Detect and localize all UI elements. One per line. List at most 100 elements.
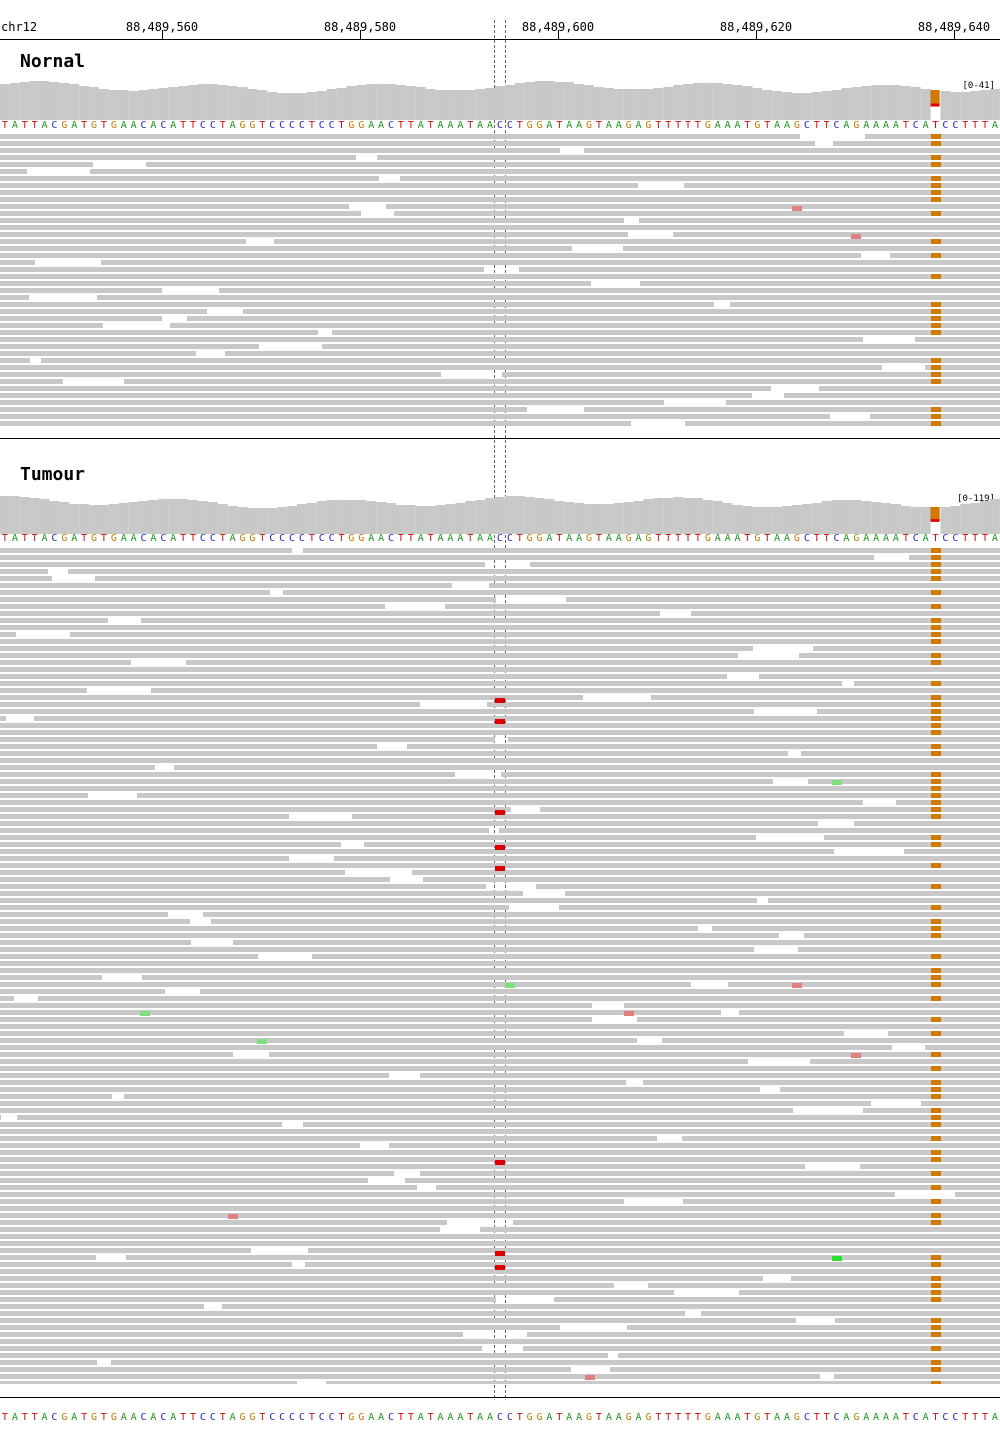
coverage-bar xyxy=(950,506,961,534)
read xyxy=(0,372,441,377)
read xyxy=(501,772,1000,777)
read xyxy=(0,295,29,300)
mismatch-G xyxy=(931,1080,941,1085)
read xyxy=(527,1332,1000,1337)
coverage-bar xyxy=(683,498,693,534)
read xyxy=(151,688,1000,693)
read xyxy=(0,828,489,833)
mismatch-G xyxy=(931,954,941,959)
coverage-bar xyxy=(623,89,634,120)
coverage-bar xyxy=(396,505,406,534)
coverage-bar xyxy=(376,84,387,120)
read xyxy=(499,828,1000,833)
read xyxy=(728,982,1000,987)
coverage-bar xyxy=(455,90,466,120)
mismatch-T xyxy=(495,1160,505,1165)
read xyxy=(0,1248,251,1253)
read xyxy=(0,211,361,216)
read xyxy=(0,1241,1000,1246)
read xyxy=(0,695,583,700)
read xyxy=(804,933,1000,938)
read xyxy=(322,344,1000,349)
coverage-bar xyxy=(79,504,90,534)
mismatch-G xyxy=(931,141,941,146)
read xyxy=(791,1276,1000,1281)
read xyxy=(925,365,1000,370)
read xyxy=(0,947,754,952)
read xyxy=(618,1353,1000,1358)
read xyxy=(146,162,1000,167)
ruler-tick-mark xyxy=(360,30,361,39)
read xyxy=(389,1143,1000,1148)
read xyxy=(0,197,1000,202)
coverage-bar xyxy=(445,504,456,534)
mismatch-G xyxy=(931,625,941,630)
coverage-bar xyxy=(544,499,555,534)
mismatch-G xyxy=(931,1332,941,1337)
read xyxy=(0,232,628,237)
read xyxy=(303,1122,1000,1127)
coverage-bar xyxy=(900,86,911,120)
mismatch-A xyxy=(832,780,842,785)
mismatch-G xyxy=(931,1150,941,1155)
coverage-bar xyxy=(702,83,713,120)
mismatch-G xyxy=(931,414,941,419)
mismatch-G xyxy=(931,996,941,1001)
read xyxy=(332,330,1000,335)
read xyxy=(68,569,1000,574)
read xyxy=(0,1332,463,1337)
coverage-bar xyxy=(118,90,129,120)
coverage-bar xyxy=(326,500,337,534)
coverage-bar xyxy=(594,504,604,534)
read xyxy=(584,148,1000,153)
coverage-bar xyxy=(148,89,159,120)
read xyxy=(170,323,1000,328)
read xyxy=(519,267,1000,272)
mismatch-G xyxy=(931,302,941,307)
read xyxy=(0,1108,793,1113)
read xyxy=(0,737,495,742)
normal-coverage-track[interactable] xyxy=(0,80,1000,120)
read xyxy=(536,884,1000,889)
read xyxy=(684,183,1000,188)
read xyxy=(0,246,572,251)
coverage-bar xyxy=(841,88,852,120)
mismatch-G xyxy=(931,709,941,714)
mismatch-T-faint xyxy=(228,1214,238,1219)
tumour-read-alignments[interactable] xyxy=(0,548,1000,1384)
coverage-bar xyxy=(970,503,981,534)
read xyxy=(648,1283,1000,1288)
read xyxy=(0,1192,895,1197)
tumour-coverage-track[interactable] xyxy=(0,494,1000,534)
coverage-bar xyxy=(524,497,535,534)
read xyxy=(70,632,1000,637)
normal-read-alignments[interactable] xyxy=(0,134,1000,426)
genomic-ruler[interactable]: chr12 88,489,560 88,489,580 88,489,600 88,4… xyxy=(0,0,1000,40)
read xyxy=(808,779,1000,784)
bottom-separator xyxy=(0,1397,1000,1398)
read xyxy=(0,835,756,840)
read xyxy=(0,281,591,286)
mismatch-G xyxy=(931,632,941,637)
mismatch-G xyxy=(931,604,941,609)
coverage-bar xyxy=(514,496,525,534)
coverage-bar xyxy=(732,505,743,534)
coverage-bar xyxy=(207,84,218,120)
mismatch-G xyxy=(931,155,941,160)
read xyxy=(0,351,196,356)
mismatch-G xyxy=(931,681,941,686)
mismatch-G xyxy=(931,274,941,279)
coverage-bar xyxy=(851,87,862,120)
read xyxy=(0,1206,1000,1211)
mismatch-G xyxy=(931,1318,941,1323)
mismatch-G xyxy=(931,842,941,847)
read xyxy=(0,358,30,363)
mismatch-G xyxy=(931,1052,941,1057)
coverage-bar xyxy=(683,84,693,120)
coverage-bar xyxy=(871,85,882,120)
read xyxy=(0,1262,292,1267)
read xyxy=(833,141,1000,146)
mismatch-T xyxy=(495,845,505,850)
